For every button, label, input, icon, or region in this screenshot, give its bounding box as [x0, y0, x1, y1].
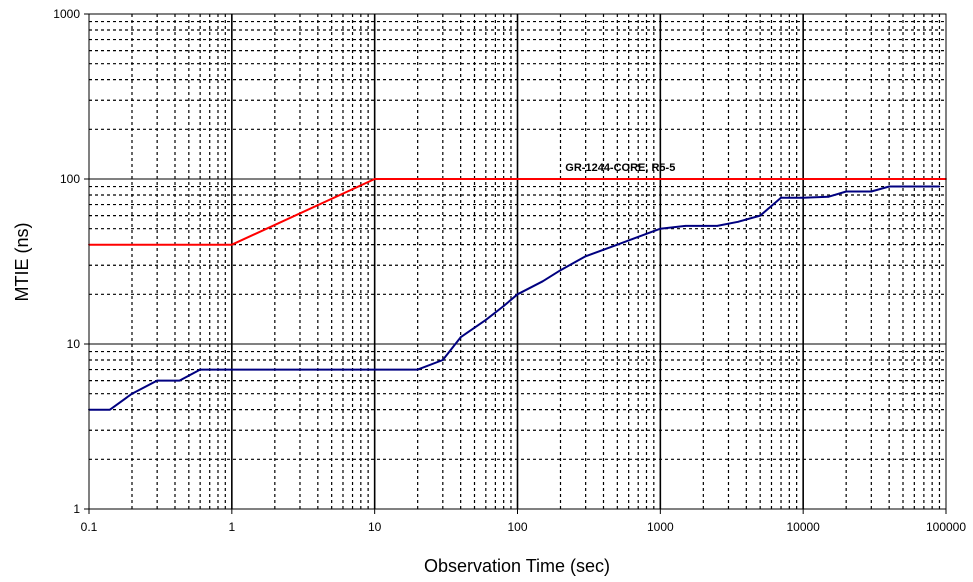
- x-tick-label: 100000: [926, 520, 966, 534]
- series-1-point: [616, 243, 619, 246]
- series-1-point: [559, 269, 562, 272]
- series-1-point: [441, 359, 444, 361]
- x-tick-label: 0.1: [81, 520, 98, 534]
- series-1-point: [156, 379, 159, 382]
- series-1-point: [484, 318, 487, 321]
- series-1-point: [584, 255, 587, 258]
- series-1-point: [273, 368, 276, 371]
- series-1-point: [888, 185, 891, 188]
- series-1-point: [416, 368, 419, 371]
- y-tick-labels: 1 10 100 1000: [53, 7, 89, 516]
- series-layer: [88, 178, 947, 411]
- series-0-point: [230, 243, 233, 246]
- series-1-point: [131, 392, 133, 395]
- series-1-point: [178, 379, 181, 382]
- x-tick-label: 10: [368, 520, 382, 534]
- x-tick-label: 1000: [647, 520, 674, 534]
- series-1-point: [199, 368, 202, 371]
- series-1-point: [684, 224, 687, 227]
- series-1-point: [716, 224, 719, 227]
- y-tick-label: 1000: [53, 7, 80, 21]
- major-gridlines: [89, 14, 946, 509]
- y-axis-title: MTIE (ns): [12, 223, 32, 302]
- series-1-point: [827, 195, 830, 198]
- series-1-point: [759, 214, 762, 217]
- series-1-point: [870, 190, 873, 193]
- annotation-layer: GR-1244-CORE, R5-5: [565, 162, 675, 174]
- series-1-point: [330, 368, 333, 371]
- series-1-point: [230, 368, 233, 371]
- x-axis-title: Observation Time (sec): [424, 556, 610, 576]
- series-1-point: [780, 196, 782, 199]
- series-1-point: [108, 408, 111, 411]
- series-line-0: [89, 178, 946, 246]
- mask-label: GR-1244-CORE, R5-5: [565, 162, 675, 174]
- series-1-point: [802, 196, 805, 199]
- series-1-point: [913, 185, 916, 188]
- y-tick-label: 100: [60, 172, 80, 186]
- x-tick-label: 1: [228, 520, 235, 534]
- series-1-point: [502, 305, 505, 307]
- x-tick-label: 100: [507, 520, 527, 534]
- series-1-point: [459, 336, 462, 339]
- series-0-point: [373, 178, 376, 180]
- series-1-point: [737, 220, 739, 223]
- x-tick-label: 10000: [786, 520, 820, 534]
- series-1-point: [541, 280, 544, 283]
- series-1-point: [373, 368, 376, 371]
- y-tick-label: 10: [67, 337, 81, 351]
- x-tick-labels: 0.1 1 10 100 1000 10000 100000: [81, 509, 966, 534]
- series-1-point: [845, 190, 848, 193]
- series-1-point: [938, 185, 941, 188]
- y-tick-label: 1: [73, 502, 80, 516]
- series-1-point: [516, 293, 519, 296]
- series-1-point: [659, 227, 662, 230]
